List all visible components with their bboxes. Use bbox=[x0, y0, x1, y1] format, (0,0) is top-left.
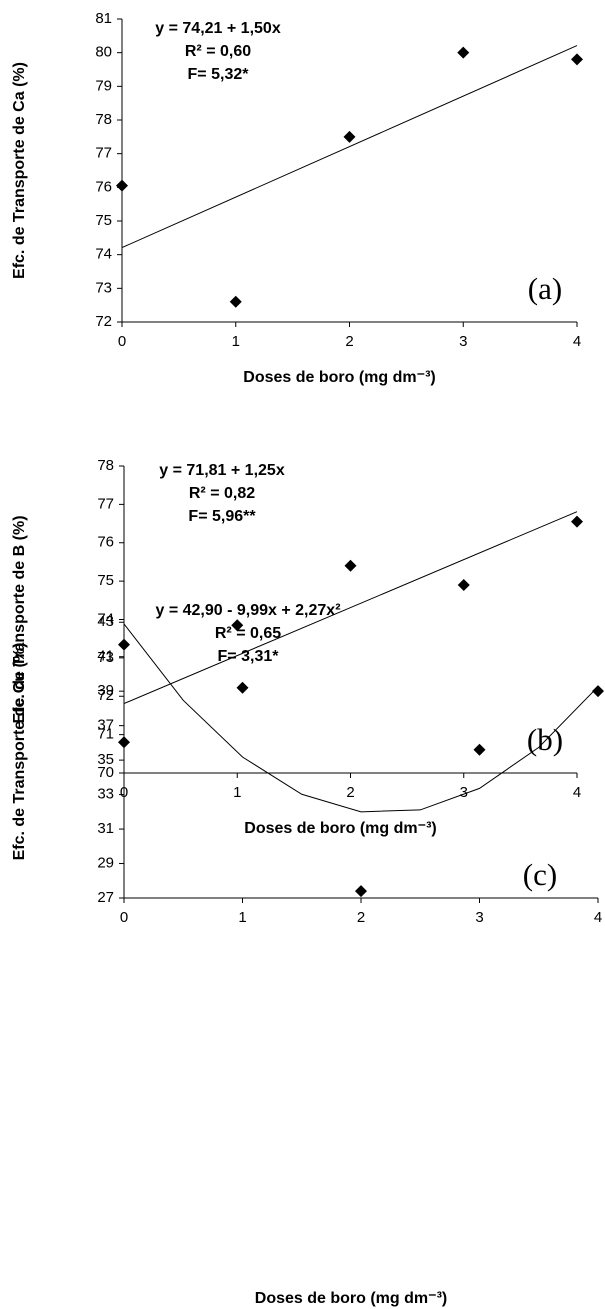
y-tick-label: 78 bbox=[95, 111, 112, 128]
data-point bbox=[116, 179, 128, 192]
y-tick-label: 79 bbox=[95, 77, 112, 94]
data-point bbox=[344, 559, 357, 572]
x-tick-label: 1 bbox=[238, 909, 246, 926]
y-tick-label: 77 bbox=[97, 495, 114, 512]
x-axis-label: Doses de boro (mg dm⁻³) bbox=[243, 369, 435, 386]
y-tick-label: 71 bbox=[97, 726, 114, 743]
x-tick-label: 4 bbox=[573, 784, 581, 801]
y-tick-label: 74 bbox=[95, 246, 112, 263]
y-tick-label: 27 bbox=[97, 889, 114, 906]
data-point bbox=[355, 885, 367, 898]
data-point bbox=[457, 46, 470, 59]
fit-line bbox=[121, 45, 578, 249]
y-tick-label: 76 bbox=[95, 178, 112, 195]
y-tick-label: 41 bbox=[97, 648, 114, 665]
y-tick-label: 31 bbox=[97, 820, 114, 837]
y-axis-label: Efc. de Transporte de Cu (%) bbox=[11, 643, 28, 861]
y-tick-label: 43 bbox=[97, 613, 114, 630]
x-tick-label: 0 bbox=[120, 909, 128, 926]
x-tick-label: 1 bbox=[232, 333, 240, 350]
equation-text: F= 5,32* bbox=[188, 66, 250, 83]
data-point bbox=[231, 619, 244, 632]
data-point bbox=[343, 130, 356, 143]
equation-text: F= 5,96** bbox=[188, 508, 256, 525]
y-tick-label: 76 bbox=[97, 534, 114, 551]
equation-text: R² = 0,82 bbox=[189, 485, 255, 502]
fit-line bbox=[123, 623, 599, 813]
data-point bbox=[229, 295, 242, 308]
x-tick-label: 3 bbox=[459, 333, 467, 350]
x-tick-label: 4 bbox=[573, 333, 581, 350]
y-tick-label: 72 bbox=[97, 687, 114, 704]
x-tick-label: 3 bbox=[460, 784, 468, 801]
data-point bbox=[571, 53, 583, 66]
y-tick-label: 75 bbox=[95, 212, 112, 229]
equation-text: y = 74,21 + 1,50x bbox=[155, 20, 281, 37]
y-tick-label: 81 bbox=[95, 10, 112, 27]
equation-text: R² = 0,60 bbox=[185, 43, 251, 60]
x-tick-label: 2 bbox=[357, 909, 365, 926]
y-axis-label: Efc. de Transporte de Ca (%) bbox=[11, 62, 28, 279]
x-tick-label: 1 bbox=[233, 784, 241, 801]
data-point bbox=[236, 681, 249, 694]
y-tick-label: 78 bbox=[97, 457, 114, 474]
y-tick-label: 73 bbox=[95, 279, 112, 296]
y-tick-label: 75 bbox=[97, 572, 114, 589]
panel-label: (a) bbox=[528, 271, 562, 306]
y-tick-label: 29 bbox=[97, 854, 114, 871]
data-point bbox=[118, 638, 130, 651]
y-tick-label: 37 bbox=[97, 717, 114, 734]
y-tick-label: 72 bbox=[95, 313, 112, 330]
equation-text: y = 42,90 - 9,99x + 2,27x² bbox=[155, 602, 340, 619]
y-tick-label: 73 bbox=[97, 649, 114, 666]
y-tick-label: 80 bbox=[95, 44, 112, 61]
y-tick-label: 35 bbox=[97, 751, 114, 768]
x-tick-label: 0 bbox=[118, 333, 126, 350]
equation-text: y = 71,81 + 1,25x bbox=[159, 462, 285, 479]
equation-text: R² = 0,65 bbox=[215, 625, 281, 642]
x-axis-label: Doses de boro (mg dm⁻³) bbox=[255, 1290, 447, 1307]
data-point bbox=[473, 743, 486, 756]
y-tick-label: 70 bbox=[97, 764, 114, 781]
panel-label: (c) bbox=[523, 857, 557, 892]
data-point bbox=[571, 515, 583, 528]
data-point bbox=[457, 578, 470, 591]
equation-text: F= 3,31* bbox=[218, 648, 280, 665]
x-axis-label: Doses de boro (mg dm⁻³) bbox=[244, 820, 436, 837]
x-tick-label: 3 bbox=[475, 909, 483, 926]
fit-line bbox=[123, 511, 578, 705]
data-point bbox=[592, 685, 604, 698]
y-axis-label: Efc. de Transporte de B (%) bbox=[11, 515, 28, 723]
y-tick-label: 33 bbox=[97, 786, 114, 803]
y-tick-label: 39 bbox=[97, 682, 114, 699]
x-tick-label: 2 bbox=[345, 333, 353, 350]
x-tick-label: 2 bbox=[346, 784, 354, 801]
x-tick-label: 4 bbox=[594, 909, 602, 926]
y-tick-label: 74 bbox=[97, 610, 114, 627]
y-tick-label: 77 bbox=[95, 145, 112, 162]
